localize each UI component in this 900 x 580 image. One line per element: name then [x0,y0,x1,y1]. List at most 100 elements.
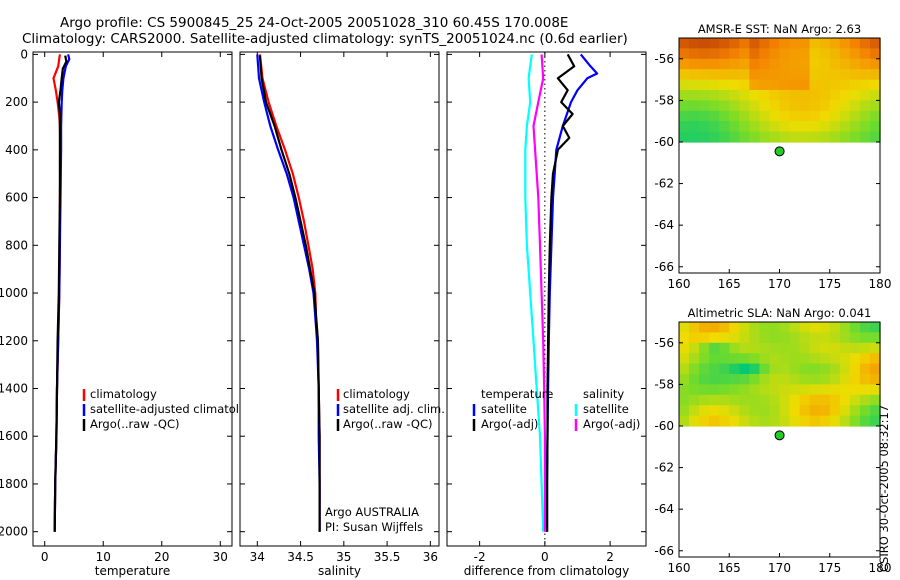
map-cell [779,121,791,133]
map-cell [769,38,781,49]
x-tick-label: 36 [423,550,438,564]
annotation-text: PI: Susan Wijffels [325,520,423,534]
map-cell [759,332,771,344]
map-cell [769,69,781,81]
map-cell [829,332,841,344]
map-cell [789,415,801,427]
map-cell [819,69,831,81]
y-tick-label: 2000 [0,525,28,539]
map-cell [849,394,861,406]
map-cell [699,58,710,70]
map-cell [689,48,700,60]
map-cell [789,69,801,81]
map-cell [749,100,761,112]
map-cell [769,415,781,427]
series-line-3 [53,55,68,532]
x-tick-label: 30 [213,550,228,564]
map-cell [809,353,821,365]
map-cell [759,363,771,375]
map-cell [859,363,871,375]
credit-text: CSIRO 30-Oct-2005 08:32:17 [877,405,891,572]
map-cell [789,121,801,133]
map-cell [749,415,761,427]
map-cell [859,131,871,143]
map-cell [769,90,781,101]
map-cell [789,363,801,375]
series-line-3 [258,55,321,532]
map-cell [689,322,700,333]
map-cell [849,58,861,70]
legend-label: satellite [583,402,629,416]
map-cell [769,131,781,143]
map-cell [859,90,871,101]
map-cell [719,363,730,375]
map-cell [729,69,740,81]
x-tick-label: 180 [869,561,892,575]
map-cell [689,374,700,385]
map-cell [799,322,811,333]
map-cell [769,121,781,133]
map-cell [789,394,801,406]
figure-title-line2: Climatology: CARS2000. Satellite-adjuste… [22,31,628,47]
y-tick-label: -66 [654,544,674,558]
map-cell [839,353,851,365]
map-cell [729,332,740,344]
figure-title-line1: Argo profile: CS 5900845_25 24-Oct-2005 … [60,15,568,31]
map-cell [749,405,761,417]
map-cell [699,384,710,396]
map-cell [769,48,781,60]
map-cell [769,100,781,112]
map-cell [809,90,821,101]
map-cell [759,384,771,396]
x-tick-label: 160 [668,277,691,291]
legend-label: satellite [481,402,527,416]
map-cell [849,48,861,60]
map-cell [789,374,801,385]
map-cell [739,353,750,365]
map-cell [709,353,720,365]
map-cell [749,121,761,133]
map-cell [739,405,750,417]
map-cell [739,58,750,70]
map-cell [769,332,781,344]
map-cell [719,374,730,385]
map-cell [779,374,791,385]
map-cell [769,394,781,406]
map-cell [789,38,801,49]
map-cell [699,322,710,333]
map-cell [689,69,700,81]
map-cell [699,90,710,101]
map-cell [829,121,841,133]
map-cell [779,58,791,70]
map-cell [809,110,821,122]
map-cell [789,332,801,344]
map-cell [839,69,851,81]
map-cell [739,332,750,344]
map-cell [709,415,720,427]
map-cell [819,90,831,101]
map-cell [799,415,811,427]
map-cell [859,79,871,91]
float-position-marker [774,430,785,441]
map-cell [829,322,841,333]
map-cell [839,363,851,375]
x-tick-label: 35 [336,550,351,564]
map-cell [729,322,740,333]
map-cell [799,131,811,143]
map-cell [779,69,791,81]
map-cell [739,69,750,81]
y-tick-label: 1600 [0,429,28,443]
map-cell [870,322,881,333]
map-cell [779,405,791,417]
y-tick-label: -58 [654,93,674,107]
map-cell [749,332,761,344]
map-cell [689,353,700,365]
map-cell [769,110,781,122]
map-cell [699,110,710,122]
x-tick-label: 175 [818,561,841,575]
map-cell [789,90,801,101]
map-cell [779,342,791,354]
map-cell [799,342,811,354]
map-cell [819,405,831,417]
map-cell [799,353,811,365]
